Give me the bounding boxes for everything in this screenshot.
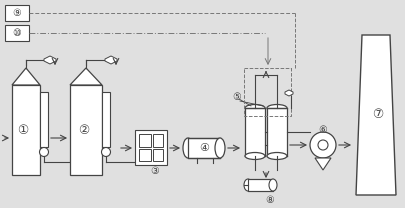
Bar bbox=[244, 108, 264, 156]
Bar bbox=[153, 134, 162, 147]
Circle shape bbox=[39, 147, 48, 156]
Bar bbox=[5, 25, 29, 41]
Ellipse shape bbox=[183, 138, 192, 158]
Polygon shape bbox=[70, 68, 102, 85]
Polygon shape bbox=[44, 56, 56, 64]
Polygon shape bbox=[355, 35, 395, 195]
Ellipse shape bbox=[266, 104, 286, 111]
Text: ③: ③ bbox=[150, 166, 159, 176]
Bar bbox=[139, 149, 151, 161]
Ellipse shape bbox=[215, 138, 224, 158]
Bar bbox=[135, 130, 166, 165]
Text: ①: ① bbox=[17, 124, 29, 136]
Circle shape bbox=[309, 132, 335, 158]
Polygon shape bbox=[314, 158, 330, 170]
Text: ⑥: ⑥ bbox=[318, 125, 326, 135]
Bar bbox=[153, 149, 162, 161]
Bar bbox=[243, 68, 290, 116]
Text: ⑤: ⑤ bbox=[232, 92, 241, 102]
Text: ⑧: ⑧ bbox=[265, 195, 274, 205]
Ellipse shape bbox=[244, 104, 264, 111]
Polygon shape bbox=[12, 68, 40, 85]
Ellipse shape bbox=[243, 179, 252, 191]
Circle shape bbox=[317, 140, 327, 150]
Bar bbox=[102, 92, 110, 147]
Bar bbox=[247, 179, 272, 191]
Text: ②: ② bbox=[78, 124, 90, 136]
Ellipse shape bbox=[244, 152, 264, 160]
Bar bbox=[5, 5, 29, 21]
Text: ⑩: ⑩ bbox=[13, 28, 21, 38]
Circle shape bbox=[101, 147, 110, 156]
Bar bbox=[12, 85, 40, 175]
Text: ⑦: ⑦ bbox=[371, 109, 383, 121]
Bar bbox=[139, 134, 151, 147]
Bar bbox=[266, 108, 286, 156]
Polygon shape bbox=[284, 90, 292, 96]
Text: ④: ④ bbox=[198, 143, 209, 153]
Text: ⑨: ⑨ bbox=[13, 8, 21, 18]
Polygon shape bbox=[105, 56, 117, 64]
Bar bbox=[188, 138, 220, 158]
Ellipse shape bbox=[269, 179, 276, 191]
Bar bbox=[70, 85, 102, 175]
Ellipse shape bbox=[266, 152, 286, 160]
Bar bbox=[40, 92, 48, 147]
